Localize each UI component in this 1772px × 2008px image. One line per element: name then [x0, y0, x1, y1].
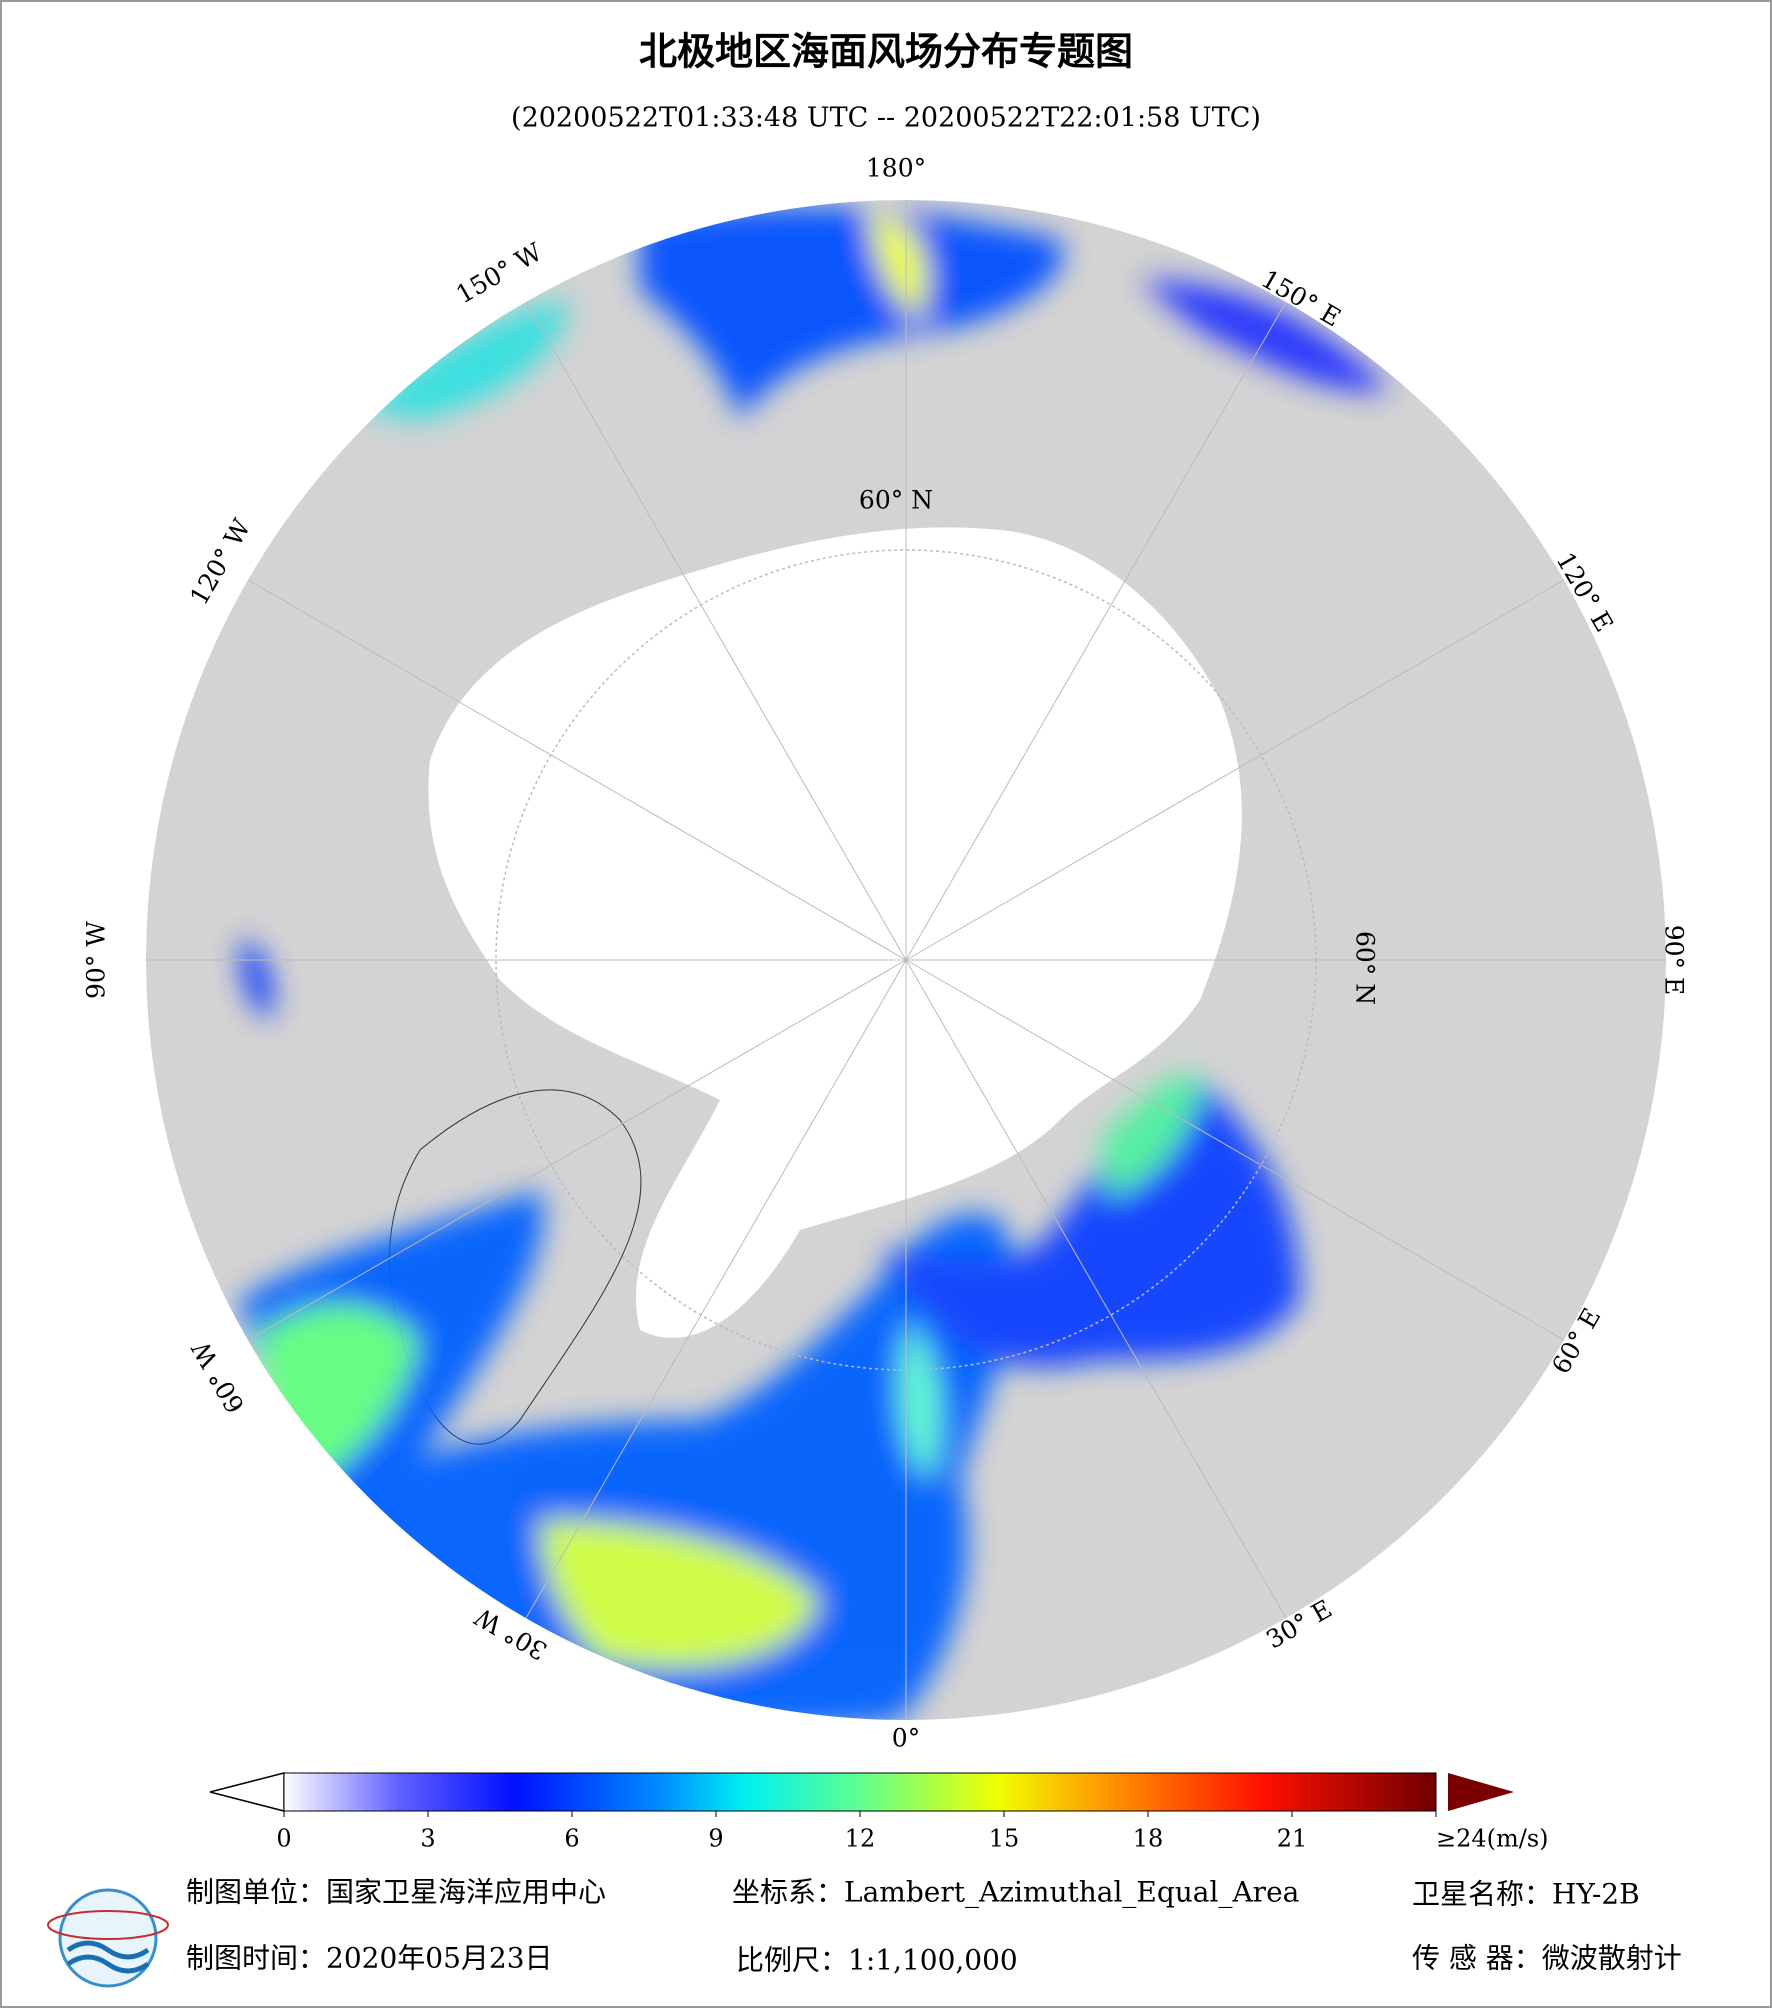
- footer-item: 制图时间：2020年05月23日: [186, 1942, 553, 1975]
- colorbar-tick-label: 18: [1133, 1825, 1164, 1853]
- title: 北极地区海面风场分布专题图: [639, 30, 1133, 74]
- footer-item: 卫星名称：HY-2B: [1412, 1878, 1640, 1911]
- lon-label: 180°: [866, 154, 926, 183]
- lon-label: 60° W: [186, 1336, 250, 1418]
- meridians: [146, 200, 1666, 1720]
- colorbar-scale: [283, 1772, 1437, 1812]
- map: [146, 200, 1666, 1720]
- wind-field: [240, 206, 1390, 1720]
- footer-item: 制图单位：国家卫星海洋应用中心: [186, 1876, 606, 1909]
- colorbar-tick-label: 3: [420, 1825, 435, 1853]
- lat-label: 60° N: [1351, 931, 1380, 1005]
- colorbar-tick-label: 12: [845, 1825, 876, 1853]
- colorbar-over: [1448, 1773, 1514, 1811]
- colorbar-tick-label: 21: [1277, 1825, 1308, 1853]
- colorbar: 0 3 6 9 12 15 18 21 ≥24(m/s): [209, 1772, 1549, 1853]
- colorbar-tick-label: 6: [564, 1825, 579, 1853]
- footer-item: 比例尺：1:1,100,000: [736, 1944, 1018, 1977]
- subtitle: (20200522T01:33:48 UTC -- 20200522T22:01…: [511, 103, 1261, 134]
- colorbar-tick-label: 9: [708, 1825, 723, 1853]
- colorbar-tick-label: 15: [989, 1825, 1020, 1853]
- logo: [47, 1888, 169, 1988]
- footer-item: 坐标系：Lambert_Azimuthal_Equal_Area: [732, 1876, 1299, 1909]
- lon-label: 90° W: [82, 921, 111, 999]
- lon-label: 90° E: [1660, 925, 1689, 996]
- colorbar-tick-label: ≥24(m/s): [1436, 1825, 1549, 1853]
- footer-item: 传 感 器：微波散射计: [1412, 1942, 1682, 1975]
- colorbar-tick-label: 0: [276, 1825, 291, 1853]
- lat-label: 60° N: [859, 486, 933, 515]
- colorbar-under: [209, 1772, 285, 1812]
- lon-label: 0°: [892, 1724, 920, 1753]
